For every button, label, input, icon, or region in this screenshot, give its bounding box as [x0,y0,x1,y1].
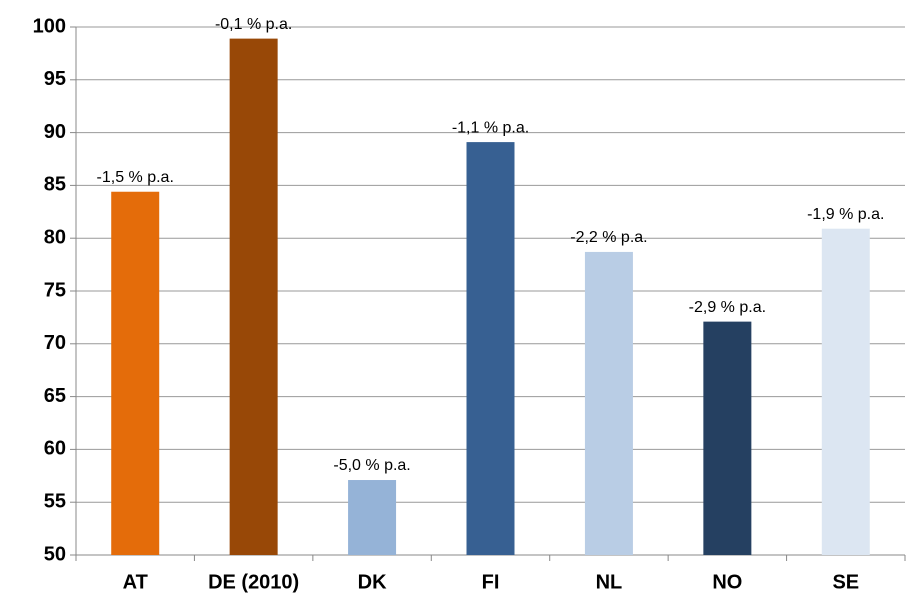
y-tick-label: 55 [44,490,66,512]
y-tick-label: 60 [44,438,66,460]
bar [466,142,515,555]
x-tick-label: NL [596,571,623,593]
bar-annotation: -2,2 % p.a. [570,229,647,246]
x-tick-label: NO [712,571,742,593]
x-tick-label: SE [832,571,859,593]
bar [348,480,397,555]
y-tick-label: 100 [33,15,66,37]
bar [111,191,160,555]
bar [703,321,752,555]
y-tick-label: 50 [44,543,66,565]
bar [584,251,633,556]
bar-annotation: -1,5 % p.a. [97,169,174,186]
bar [821,228,870,556]
bar [229,38,278,555]
bar-annotation: -1,9 % p.a. [807,206,884,223]
x-tick-label: AT [123,571,148,593]
y-tick-label: 90 [44,121,66,143]
y-tick-label: 75 [44,279,66,301]
bar-annotation: -2,9 % p.a. [689,299,766,316]
x-tick-label: FI [482,571,500,593]
y-tick-label: 95 [44,68,66,90]
x-tick-label: DK [358,571,387,593]
bar-annotation: -0,1 % p.a. [215,16,292,33]
bar-annotation: -1,1 % p.a. [452,119,529,136]
y-tick-label: 65 [44,385,66,407]
y-tick-label: 80 [44,226,66,248]
x-tick-label: DE (2010) [208,571,299,593]
y-tick-label: 85 [44,174,66,196]
y-tick-label: 70 [44,332,66,354]
bar-annotation: -5,0 % p.a. [333,457,410,474]
